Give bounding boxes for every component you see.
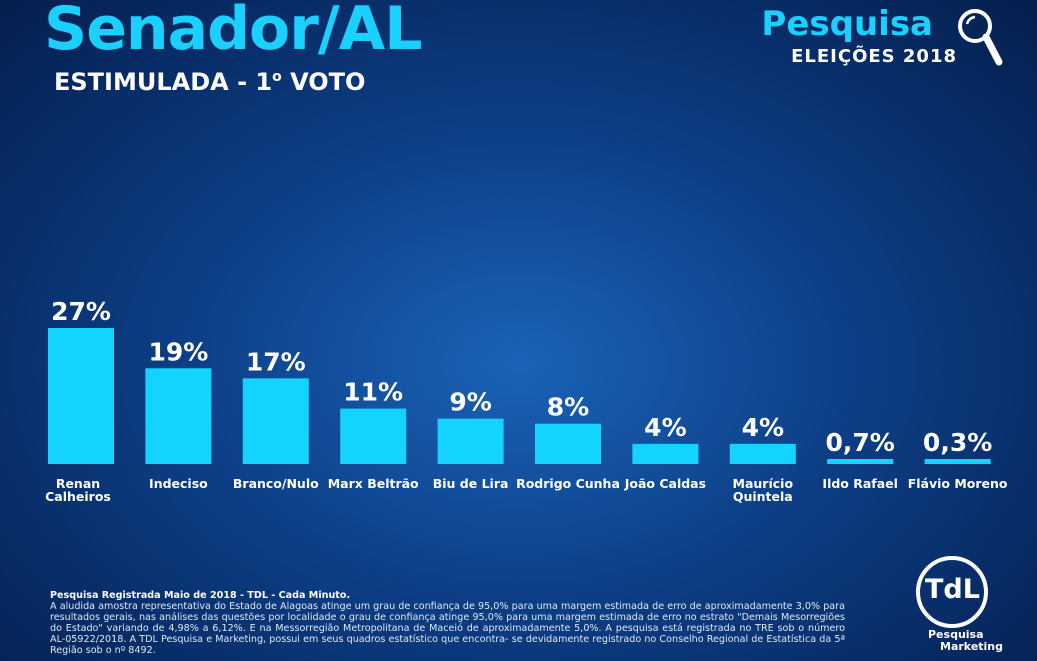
- bar-8: [827, 459, 894, 464]
- magnifier-icon: [958, 9, 1003, 66]
- bar-value-label-6: 4%: [644, 413, 686, 442]
- category-label-9: Flávio Moreno: [908, 476, 1008, 491]
- bar-1: [145, 368, 212, 464]
- subtitle-end: VOTO: [281, 68, 366, 96]
- category-label-6: João Caldas: [624, 476, 706, 491]
- category-label-7: Maurício Quintela: [733, 476, 794, 504]
- subtitle-main: ESTIMULADA - 1: [54, 68, 273, 96]
- logo-tag-marketing: Marketing: [940, 640, 1004, 653]
- bar-3: [340, 408, 407, 464]
- category-label-3: Marx Beltrão: [328, 476, 419, 491]
- bar-value-label-3: 11%: [343, 378, 403, 407]
- bar-2: [242, 378, 309, 464]
- category-label-5: Rodrigo Cunha: [516, 476, 620, 491]
- bar-value-label-8: 0,7%: [826, 428, 895, 457]
- page-title: Senador/AL: [44, 0, 422, 64]
- bar-value-label-5: 8%: [547, 393, 589, 422]
- bar-value-label-7: 4%: [742, 413, 784, 442]
- bar-0: [48, 328, 114, 464]
- bar-4: [437, 418, 504, 464]
- category-label-0: Renan Calheiros: [45, 476, 111, 504]
- brand: Pesquisa ELEIÇÕES 2018: [761, 4, 1007, 74]
- brand-sub: ELEIÇÕES 2018: [791, 46, 957, 67]
- bar-value-label-0: 27%: [51, 297, 111, 326]
- logo-tag-pesquisa: Pesquisa: [928, 628, 984, 641]
- bar-value-label-9: 0,3%: [923, 428, 992, 457]
- category-label-1: Indeciso: [149, 476, 208, 491]
- bar-5: [535, 423, 601, 464]
- bar-6: [632, 443, 699, 464]
- footnote-title: Pesquisa Registrada Maio de 2018 - TDL -…: [50, 590, 351, 601]
- logo-circle: [916, 556, 988, 628]
- category-label-2: Branco/Nulo: [233, 476, 319, 491]
- page-subtitle: ESTIMULADA - 1o VOTO: [54, 68, 365, 96]
- bar-9: [924, 459, 991, 464]
- logo-text: TdL: [925, 574, 980, 605]
- category-label-4: Biu de Lira: [433, 476, 509, 491]
- category-label-8: Ildo Rafael: [822, 476, 898, 491]
- bar-chart: 27% Renan Calheiros 19% Indeciso 17% Branco/Nu…: [45, 297, 1008, 504]
- subtitle-ordinal: o: [272, 69, 282, 85]
- bar-value-label-4: 9%: [449, 388, 491, 417]
- bar-7: [729, 443, 796, 464]
- footnote: Pesquisa Registrada Maio de 2018 - TDL -…: [50, 590, 845, 656]
- brand-main: Pesquisa: [761, 4, 933, 44]
- bar-value-label-2: 17%: [246, 347, 306, 376]
- footnote-body: A aludida amostra representativa do Esta…: [50, 601, 845, 656]
- bar-value-label-1: 19%: [148, 337, 208, 366]
- tdl-logo: TdL Pesquisa Marketing: [910, 556, 1010, 656]
